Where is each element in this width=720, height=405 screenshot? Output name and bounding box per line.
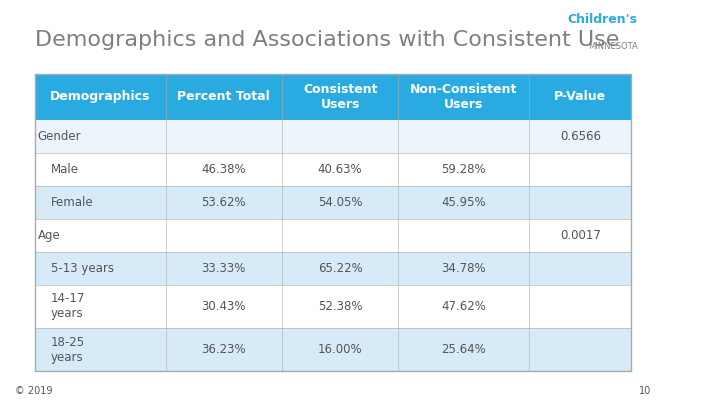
Bar bbox=[282, 186, 398, 219]
Bar bbox=[529, 120, 631, 153]
Text: Female: Female bbox=[51, 196, 94, 209]
Text: 0.0017: 0.0017 bbox=[560, 229, 600, 242]
Text: 40.63%: 40.63% bbox=[318, 163, 362, 176]
Text: Children's: Children's bbox=[568, 13, 638, 26]
Bar bbox=[35, 285, 166, 328]
Bar bbox=[166, 328, 282, 371]
Bar bbox=[529, 74, 631, 120]
Text: 65.22%: 65.22% bbox=[318, 262, 362, 275]
Bar bbox=[35, 153, 166, 186]
Bar bbox=[398, 186, 529, 219]
Bar bbox=[282, 120, 398, 153]
Bar bbox=[166, 120, 282, 153]
Text: 33.33%: 33.33% bbox=[202, 262, 246, 275]
Text: Non-Consistent
Users: Non-Consistent Users bbox=[410, 83, 518, 111]
Bar bbox=[529, 153, 631, 186]
Bar bbox=[35, 328, 166, 371]
Bar bbox=[166, 153, 282, 186]
Bar bbox=[35, 120, 166, 153]
Bar bbox=[529, 252, 631, 285]
Text: 36.23%: 36.23% bbox=[202, 343, 246, 356]
Text: 53.62%: 53.62% bbox=[202, 196, 246, 209]
Bar bbox=[398, 285, 529, 328]
Bar bbox=[35, 74, 631, 371]
Bar bbox=[529, 328, 631, 371]
Bar bbox=[398, 219, 529, 252]
Text: Consistent
Users: Consistent Users bbox=[303, 83, 377, 111]
Text: 14-17
years: 14-17 years bbox=[51, 292, 86, 320]
Bar bbox=[166, 285, 282, 328]
Bar bbox=[398, 328, 529, 371]
Text: Male: Male bbox=[51, 163, 79, 176]
Text: 18-25
years: 18-25 years bbox=[51, 336, 85, 364]
Text: 52.38%: 52.38% bbox=[318, 300, 362, 313]
Bar bbox=[282, 74, 398, 120]
Text: © 2019: © 2019 bbox=[14, 386, 52, 396]
Text: 16.00%: 16.00% bbox=[318, 343, 362, 356]
Text: Gender: Gender bbox=[38, 130, 81, 143]
Text: 0.6566: 0.6566 bbox=[559, 130, 600, 143]
Text: 5-13 years: 5-13 years bbox=[51, 262, 114, 275]
Bar bbox=[35, 74, 166, 120]
Text: MINNESOTA: MINNESOTA bbox=[588, 42, 638, 51]
Text: 59.28%: 59.28% bbox=[441, 163, 486, 176]
Text: Demographics and Associations with Consistent Use: Demographics and Associations with Consi… bbox=[35, 30, 619, 49]
Bar bbox=[35, 219, 166, 252]
Bar bbox=[35, 252, 166, 285]
Bar bbox=[529, 285, 631, 328]
Text: Percent Total: Percent Total bbox=[177, 90, 270, 103]
Text: 45.95%: 45.95% bbox=[441, 196, 486, 209]
Bar bbox=[35, 186, 166, 219]
Bar bbox=[282, 219, 398, 252]
Bar bbox=[166, 219, 282, 252]
Bar bbox=[529, 186, 631, 219]
Bar bbox=[166, 74, 282, 120]
Bar bbox=[282, 252, 398, 285]
Text: 10: 10 bbox=[639, 386, 651, 396]
Bar bbox=[398, 252, 529, 285]
Bar bbox=[282, 153, 398, 186]
Text: 34.78%: 34.78% bbox=[441, 262, 486, 275]
Bar bbox=[398, 153, 529, 186]
Text: 54.05%: 54.05% bbox=[318, 196, 362, 209]
Text: 46.38%: 46.38% bbox=[202, 163, 246, 176]
Bar bbox=[166, 252, 282, 285]
Bar bbox=[282, 285, 398, 328]
Text: 25.64%: 25.64% bbox=[441, 343, 486, 356]
Text: Demographics: Demographics bbox=[50, 90, 150, 103]
Bar bbox=[166, 186, 282, 219]
Text: 30.43%: 30.43% bbox=[202, 300, 246, 313]
Bar bbox=[282, 328, 398, 371]
Text: Age: Age bbox=[38, 229, 60, 242]
Bar bbox=[398, 120, 529, 153]
Bar bbox=[529, 219, 631, 252]
Bar bbox=[398, 74, 529, 120]
Text: 47.62%: 47.62% bbox=[441, 300, 486, 313]
Text: P-Value: P-Value bbox=[554, 90, 606, 103]
